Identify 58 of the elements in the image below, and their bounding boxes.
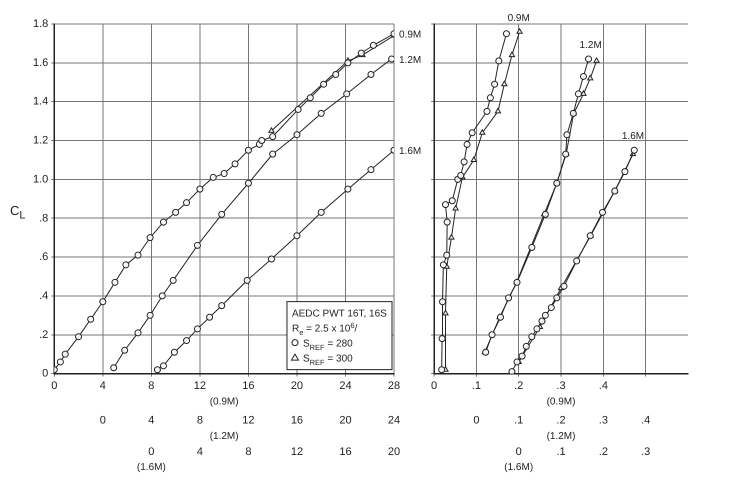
annotation: 1.6M [399, 146, 422, 158]
x2-tick-label: 0 [473, 414, 480, 426]
x2-axis-title: (1.2M) [210, 430, 239, 442]
annotation: 1.6M [622, 131, 644, 142]
y-tick-label: .8 [39, 212, 48, 224]
text: 4 [196, 446, 203, 458]
y-tick-label: .6 [39, 251, 48, 264]
x2-tick-label: .1 [514, 414, 524, 426]
x-tick-label: .4 [598, 380, 608, 392]
x2-tick-label: .2 [556, 414, 566, 426]
x2-tick-label: 4 [148, 414, 154, 426]
x-tick-label: 12 [194, 380, 206, 392]
y-tick-label: .4 [39, 290, 48, 302]
text: 0 [516, 446, 522, 458]
x2-axis-title: (1.2M) [546, 430, 576, 442]
x-axis-title: (0.9M) [210, 396, 239, 408]
text: 20 [388, 446, 400, 458]
x-tick-label: .2 [514, 380, 524, 392]
y-tick-label: 1.2 [32, 134, 48, 147]
x2-tick-label: 24 [388, 414, 400, 426]
y-tick-label: .2 [39, 328, 48, 341]
text: .1 [556, 446, 566, 458]
x2-tick-label: 0 [100, 414, 106, 426]
text: 0 [148, 446, 154, 458]
annotation: 1.2M [580, 40, 602, 51]
annotation: 1.2M [399, 54, 422, 66]
text: 8 [245, 446, 252, 458]
x2-tick-label: .3 [598, 414, 608, 426]
x-tick-label: 0 [430, 380, 438, 392]
annotation: 0.9M [399, 30, 422, 41]
y-tick-label: 1.0 [32, 173, 48, 186]
x-axis-title: (0.9M) [546, 396, 576, 408]
y-tick-label: 1.8 [32, 18, 48, 30]
y-axis-title: C$_{L}$ [10, 203, 26, 222]
x-tick-label: 0 [51, 380, 58, 392]
text: (1.6M) [504, 462, 534, 473]
x-tick-label: .3 [556, 380, 566, 392]
y-tick-label: 1.4 [32, 96, 48, 108]
annotation: 0.9M [508, 12, 530, 24]
text: 12 [290, 446, 304, 458]
y-tick-label: 0 [42, 368, 48, 380]
x-tick-label: 8 [148, 380, 154, 392]
text: 16 [339, 446, 352, 458]
x-tick-label: .1 [472, 380, 481, 392]
x2-tick-label: .4 [641, 414, 650, 426]
text: .3 [641, 446, 650, 458]
x2-tick-label: 16 [290, 414, 304, 426]
x2-tick-label: 8 [196, 414, 203, 426]
text: (1.6M) [136, 462, 166, 473]
x2-tick-label: 20 [339, 414, 352, 426]
x-tick-label: 24 [339, 380, 352, 392]
x-tick-label: 4 [100, 380, 106, 392]
x-tick-label: 20 [290, 380, 304, 392]
x2-tick-label: 12 [242, 414, 255, 426]
text: .2 [598, 446, 608, 458]
y-tick-label: 1.6 [32, 56, 48, 69]
x-tick-label: 16 [242, 380, 255, 392]
x-tick-label: 28 [388, 380, 400, 392]
